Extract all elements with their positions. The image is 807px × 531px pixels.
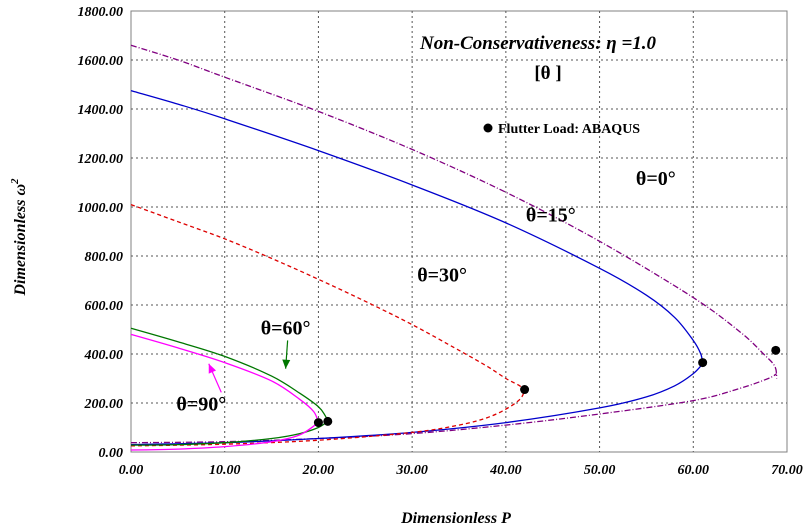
series-1 <box>130 89 704 446</box>
curve-label: θ=90° <box>176 393 226 415</box>
y-axis-title-main: Dimensionless ω <box>12 184 29 297</box>
series-group <box>130 44 778 451</box>
x-tick-label: 20.00 <box>302 463 335 478</box>
y-tick-label: 0.00 <box>99 446 124 461</box>
series-line-upper <box>130 203 526 392</box>
grid <box>131 11 787 452</box>
x-tick-labels: 0.00 10.00 20.00 30.00 40.00 50.00 60.00 70.00 <box>119 463 803 478</box>
x-tick-label: 60.00 <box>678 463 710 478</box>
plot-frame <box>130 10 788 453</box>
curve-label: θ=30° <box>417 265 467 287</box>
y-axis-title: Dimensionless ω2 <box>9 178 29 297</box>
y-tick-label: 1600.00 <box>78 54 124 69</box>
series-line-lower <box>130 422 319 451</box>
series-2 <box>130 203 526 447</box>
chart-title: Non-Conservativeness: η =1.0 <box>419 33 657 54</box>
series-line-lower <box>130 363 704 446</box>
y-tick-label: 200.00 <box>84 397 124 412</box>
x-tick-label: 0.00 <box>119 463 144 478</box>
series-0 <box>130 44 778 444</box>
flutter-point <box>698 358 708 368</box>
x-tick-label: 30.00 <box>395 463 428 478</box>
y-tick-label: 600.00 <box>85 299 124 314</box>
x-tick-label: 70.00 <box>771 463 803 478</box>
x-tick-label: 10.00 <box>209 463 241 478</box>
legend-label: Flutter Load: ABAQUS <box>498 122 640 137</box>
y-tick-label: 800.00 <box>85 250 124 265</box>
svg-text:Dimensionless ω2: Dimensionless ω2 <box>9 178 29 297</box>
series-line-upper <box>130 327 329 422</box>
curve-label: θ=0° <box>636 168 676 190</box>
y-tick-labels: 0.00 200.00 400.00 600.00 800.00 1000.00 1200.… <box>78 5 124 461</box>
y-tick-label: 1000.00 <box>78 201 124 216</box>
curve-label: θ=60° <box>261 317 311 339</box>
label-arrow-head <box>282 359 291 369</box>
y-tick-label: 1800.00 <box>78 5 124 20</box>
y-axis-title-sup: 2 <box>9 178 21 185</box>
x-axis-title: Dimensionless P <box>400 510 511 527</box>
series-line-lower <box>130 390 526 447</box>
series-3 <box>130 327 329 446</box>
y-tick-label: 1400.00 <box>78 103 124 118</box>
flutter-point <box>520 385 530 395</box>
legend-marker <box>483 123 493 133</box>
flutter-point <box>313 418 323 428</box>
series-line-upper <box>130 89 704 364</box>
y-tick-label: 1200.00 <box>78 152 124 167</box>
series-line-lower <box>130 420 329 446</box>
series-4 <box>130 333 320 451</box>
curve-labels: θ=0° θ=15° θ=30° θ=60° θ=90° <box>176 168 675 415</box>
series-line-upper <box>130 333 320 423</box>
plot-area-group: 0.00 10.00 20.00 30.00 40.00 50.00 60.00 70.00 … <box>78 5 803 478</box>
x-tick-label: 40.00 <box>489 463 522 478</box>
label-arrow-head <box>208 363 217 374</box>
curve-label: θ=15° <box>526 205 576 227</box>
chart-subtitle: [θ ] <box>534 63 561 84</box>
series-line-upper <box>130 44 778 379</box>
flutter-points <box>313 345 781 428</box>
legend: Flutter Load: ABAQUS <box>483 122 640 137</box>
y-tick-label: 400.00 <box>84 348 124 363</box>
flutter-point <box>323 416 333 426</box>
flutter-point <box>771 345 781 355</box>
x-tick-label: 50.00 <box>584 463 616 478</box>
